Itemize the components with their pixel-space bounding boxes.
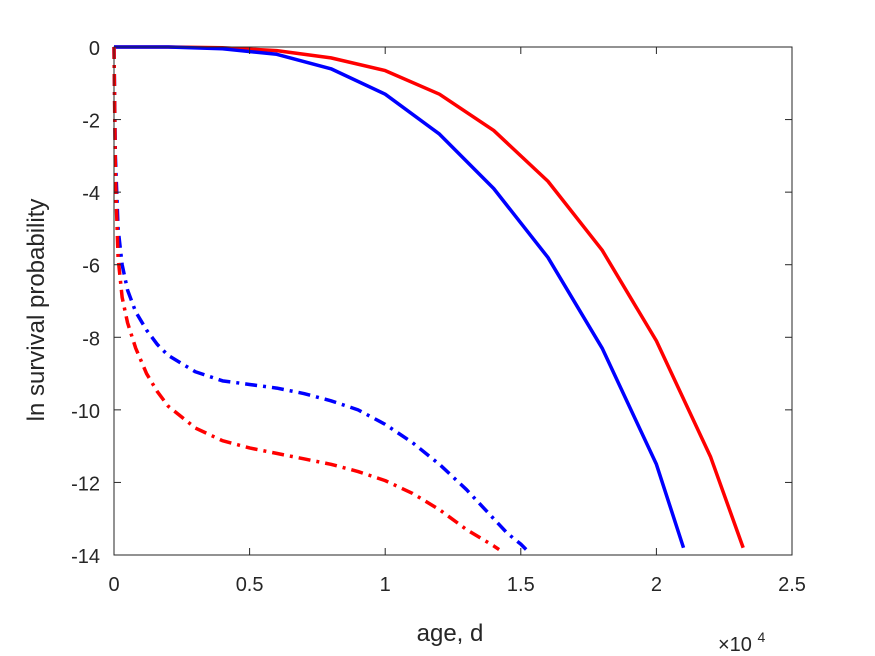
y-axis-ticks: 0 -2 -4 -6 -8 -10 -12 -14 — [71, 38, 792, 568]
x-tick-label: 2.5 — [778, 574, 806, 596]
series-line-3 — [112, 46, 528, 551]
y-tick-label: 0 — [89, 38, 100, 60]
y-tick-label: -12 — [71, 473, 100, 495]
x-axis-ticks: 0 0.5 1 1.5 2 2.5 — [108, 47, 806, 596]
series-line-2 — [114, 45, 686, 549]
y-tick-label: -6 — [82, 256, 100, 278]
axes-box — [113, 46, 793, 556]
x-tick-label: 2 — [651, 574, 662, 596]
x-tick-label: 1 — [380, 574, 391, 596]
series-line-4 — [112, 46, 501, 552]
x-axis-multiplier: ×10 4 — [718, 629, 766, 656]
x-axis-multiplier-base: ×10 — [718, 634, 752, 656]
plot-area — [112, 45, 745, 552]
y-tick-label: -10 — [71, 401, 100, 423]
y-tick-label: -8 — [82, 328, 100, 350]
x-tick-label: 1.5 — [507, 574, 535, 596]
series-line-1 — [114, 45, 745, 549]
y-tick-label: -14 — [71, 546, 100, 568]
y-tick-label: -4 — [82, 183, 100, 205]
x-axis-multiplier-exponent: 4 — [758, 629, 766, 645]
x-tick-label: 0 — [108, 574, 119, 596]
x-axis-label: age, d — [417, 620, 484, 647]
y-tick-label: -2 — [82, 111, 100, 133]
x-tick-label: 0.5 — [236, 574, 264, 596]
y-axis-label: ln survival probability — [23, 199, 50, 422]
